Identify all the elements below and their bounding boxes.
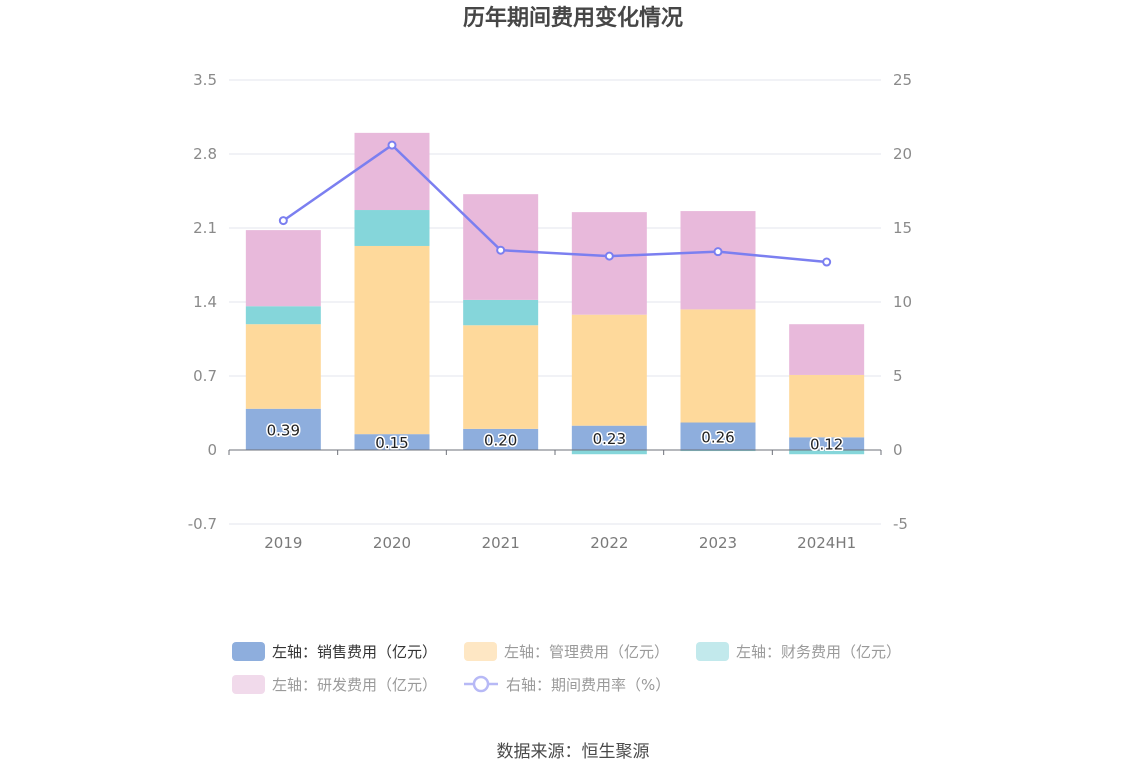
left-tick-label: 3.5: [193, 71, 217, 89]
data-label: 0.20: [484, 431, 517, 449]
chart-title: 历年期间费用变化情况: [463, 5, 683, 31]
legend-swatch-4: [232, 675, 265, 694]
bar-series3-2022: [571, 450, 647, 455]
bar-series1-2021: [463, 428, 539, 450]
right-tick-label: 15: [893, 219, 912, 237]
data-label: 0.15: [375, 434, 408, 452]
x-tick-label: 2024H1: [797, 534, 856, 552]
rate-point: [496, 245, 506, 255]
legend[interactable]: 左轴：销售费用（亿元） 左轴：管理费用（亿元） 左轴：财务费用（亿元） 左轴：研发费用…: [232, 642, 901, 694]
right-tick-label: 0: [893, 441, 903, 459]
left-tick-label: 2.1: [193, 219, 217, 237]
bar-data-labels: 0.39 0.15 0.20 0.23 0.26 0.12: [265, 420, 845, 455]
right-tick-label: 10: [893, 293, 912, 311]
data-label: 0.26: [701, 428, 734, 446]
bar-series1-2020: [354, 434, 430, 450]
x-tick-label: 2021: [482, 534, 520, 552]
bar-series2-2022: [571, 314, 647, 426]
bar-series2-2024H1: [789, 374, 865, 438]
left-axis-ticks: 3.5 2.8 2.1 1.4 0.7 0 -0.7: [188, 71, 217, 533]
x-tick-label: 2023: [699, 534, 737, 552]
left-tick-label: -0.7: [188, 515, 217, 533]
legend-line-marker: [472, 675, 490, 693]
bar-series3-2024H1: [789, 450, 865, 455]
left-tick-label: 0: [207, 441, 217, 459]
rate-point: [387, 140, 397, 150]
legend-swatch-2: [464, 642, 497, 661]
right-tick-label: -5: [893, 515, 908, 533]
bar-series3-2023: [680, 450, 756, 452]
data-label: 0.23: [593, 430, 626, 448]
bar-series4-2024H1: [789, 324, 865, 375]
x-tick-label: 2022: [590, 534, 628, 552]
bar-series1-2023: [680, 422, 756, 450]
rate-point: [822, 257, 832, 267]
left-tick-label: 2.8: [193, 145, 217, 163]
bar-series3-2019: [245, 306, 321, 325]
bar-series1-2019: [245, 408, 321, 450]
left-tick-label: 0.7: [193, 367, 217, 385]
grid-lines: [229, 79, 881, 525]
bar-series2-2020: [354, 245, 430, 435]
legend-swatch-1: [232, 642, 265, 661]
bar-series1-2022: [571, 425, 647, 450]
x-tick-label: 2020: [373, 534, 411, 552]
data-label: 0.12: [810, 436, 843, 454]
expense-rate-line: [278, 140, 832, 267]
legend-label-5: 右轴：期间费用率（%）: [506, 676, 670, 694]
legend-label-3: 左轴：财务费用（亿元）: [736, 643, 901, 661]
legend-swatch-3: [696, 642, 729, 661]
right-tick-label: 5: [893, 367, 903, 385]
right-axis-ticks: 25 20 15 10 5 0 -5: [893, 71, 912, 533]
x-axis: 2019 2020 2021 2022 2023 2024H1: [228, 449, 882, 552]
right-tick-label: 20: [893, 145, 912, 163]
left-tick-label: 1.4: [193, 293, 217, 311]
legend-label-1: 左轴：销售费用（亿元）: [272, 643, 437, 661]
bar-series4-2019: [245, 230, 321, 307]
rate-point: [604, 251, 614, 261]
rate-point: [278, 216, 288, 226]
bar-series3-2020: [354, 210, 430, 246]
bar-series1-2024H1: [789, 437, 865, 450]
data-source: 数据来源：恒生聚源: [497, 742, 650, 762]
bars: [245, 132, 865, 455]
legend-label-4: 左轴：研发费用（亿元）: [272, 676, 437, 694]
bar-series4-2023: [680, 211, 756, 310]
rate-line-path: [282, 143, 827, 264]
data-label: 0.39: [267, 421, 300, 439]
legend-label-2: 左轴：管理费用（亿元）: [504, 643, 669, 661]
bar-series2-2023: [680, 309, 756, 423]
bar-series3-2021: [463, 299, 539, 326]
bar-series2-2021: [463, 325, 539, 429]
bar-series2-2019: [245, 324, 321, 409]
x-tick-label: 2019: [264, 534, 302, 552]
right-tick-label: 25: [893, 71, 912, 89]
rate-point: [713, 247, 723, 257]
bar-series4-2022: [571, 212, 647, 315]
